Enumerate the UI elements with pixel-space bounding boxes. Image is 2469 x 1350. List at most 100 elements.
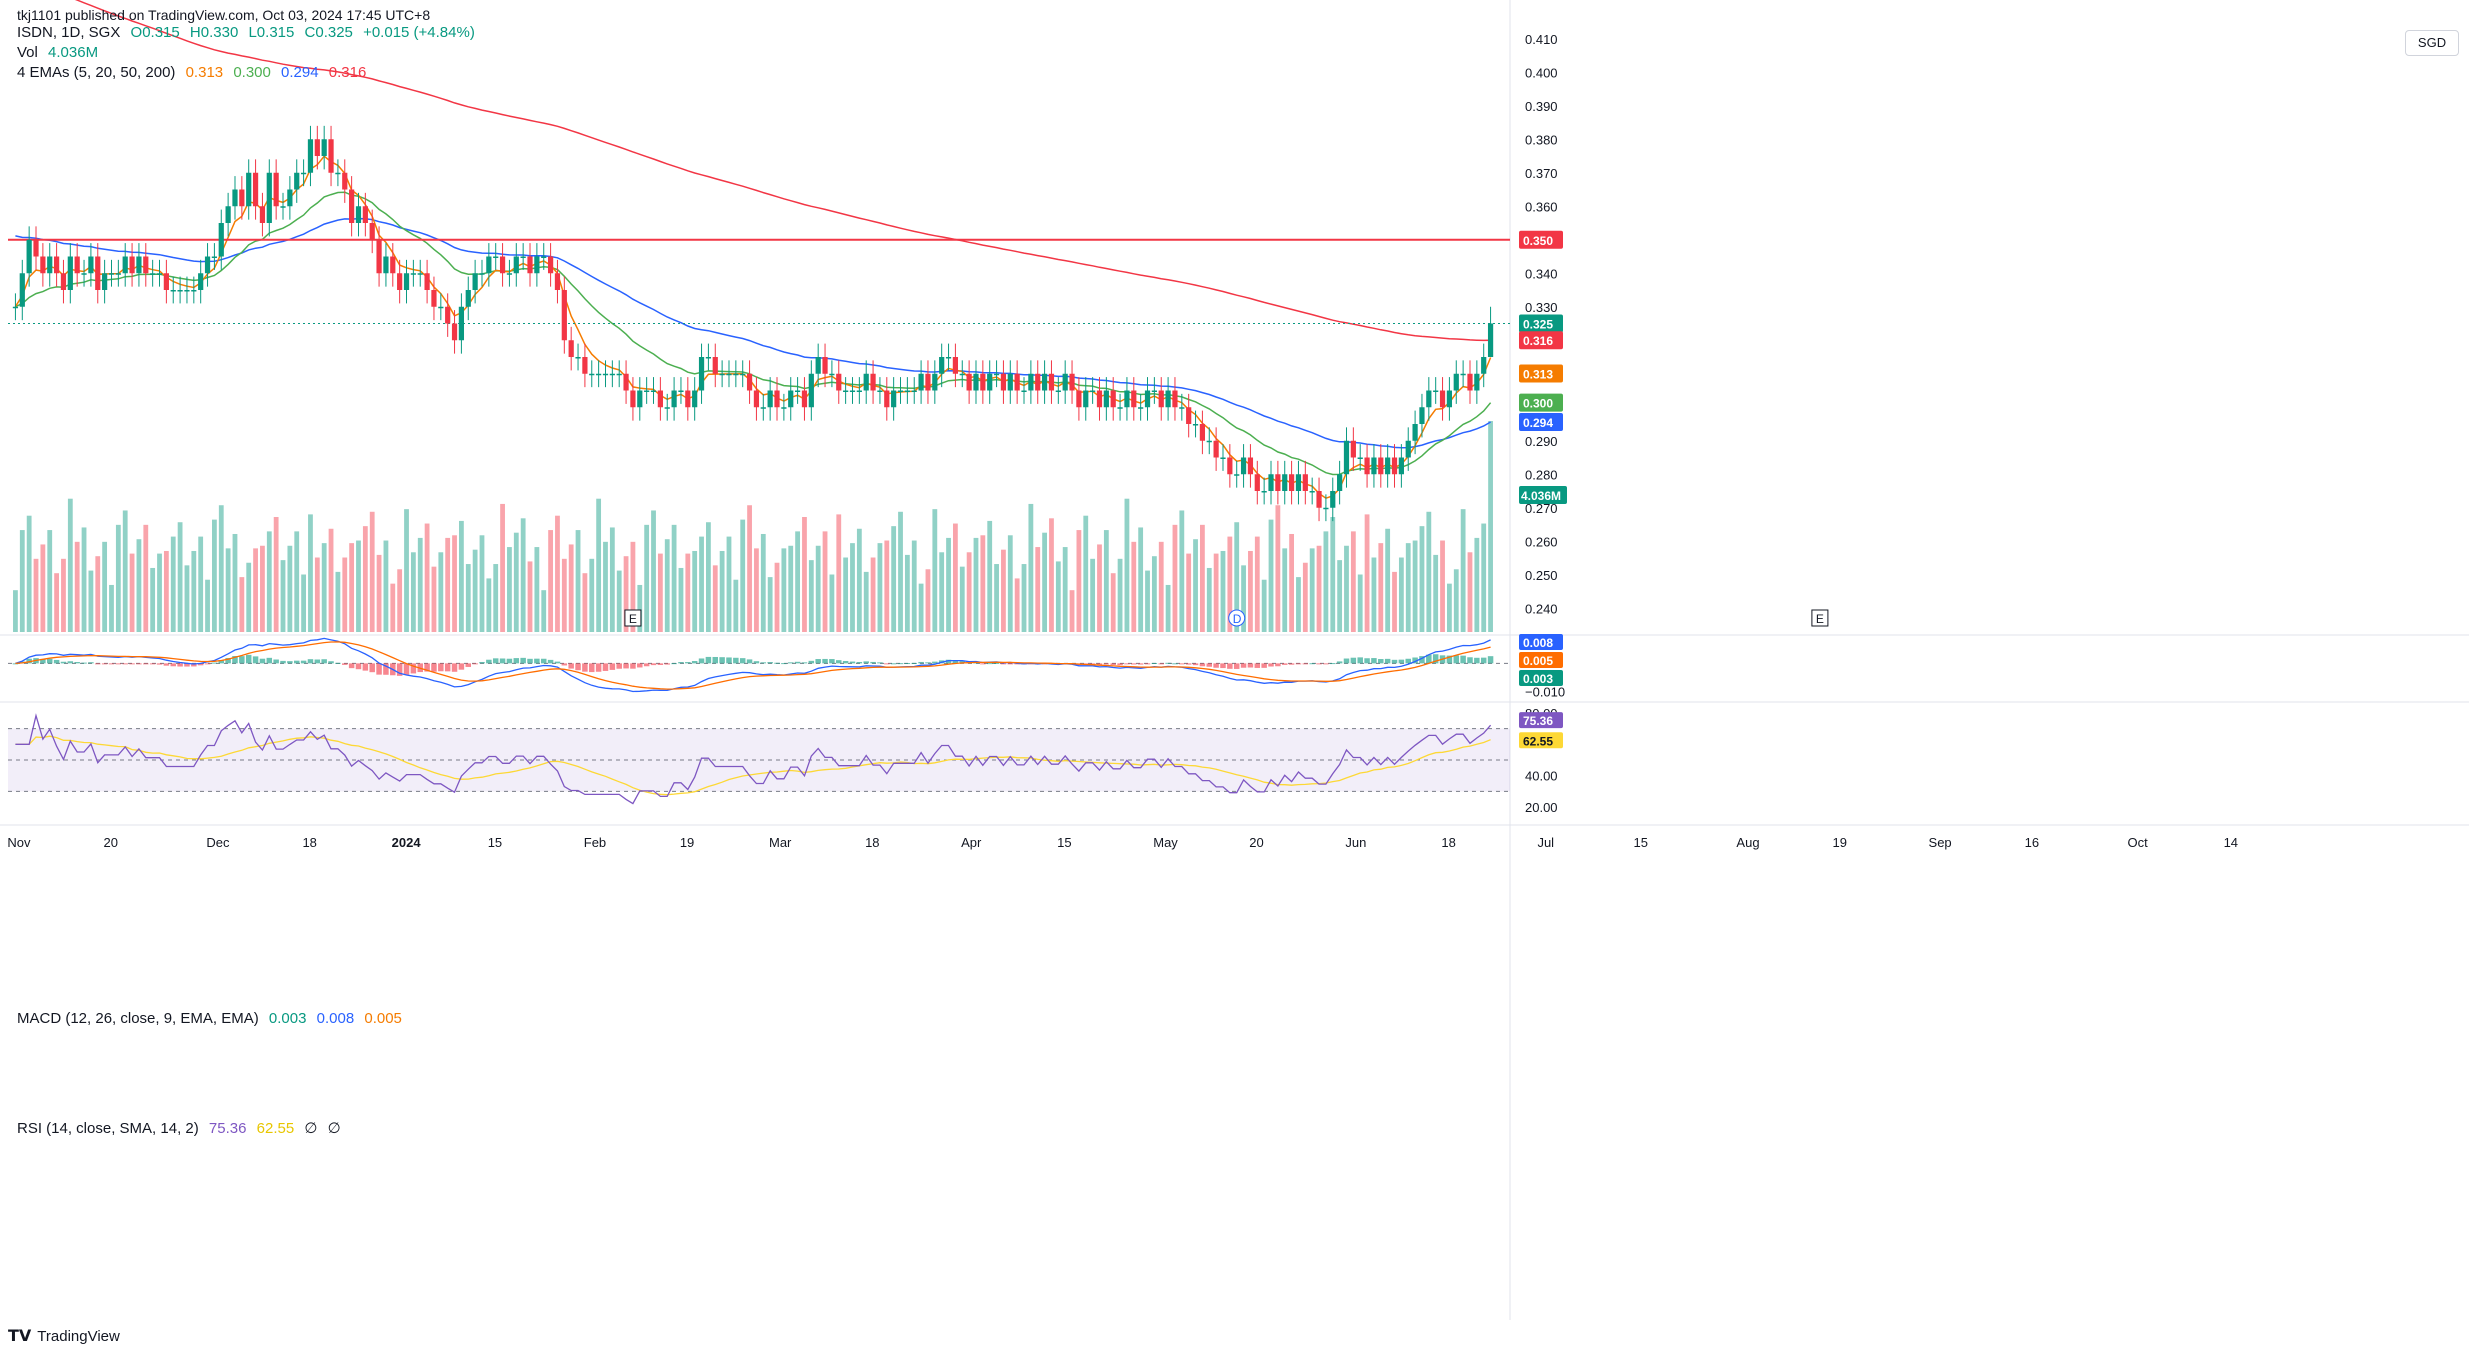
volume-bar	[61, 558, 66, 632]
candle-body	[1165, 390, 1171, 408]
macd-hist-bar	[204, 663, 211, 665]
volume-bar	[1028, 503, 1034, 632]
macd-hist-bar	[239, 656, 245, 664]
volume-bar	[1103, 530, 1109, 632]
candle-body	[939, 357, 945, 374]
candle-body	[1220, 457, 1226, 459]
price-tick-label: 0.360	[1525, 199, 1558, 214]
macd-hist-bar	[1233, 663, 1240, 669]
candle-body	[53, 256, 60, 274]
macd-hist-bar	[53, 659, 60, 664]
candle-body	[1227, 457, 1233, 475]
volume-bar	[266, 531, 272, 632]
candle-body	[486, 256, 492, 274]
candle-body	[506, 273, 513, 275]
volume-bar	[493, 564, 499, 632]
price-tick-label: 0.370	[1525, 166, 1558, 181]
macd-hist-bar	[1371, 658, 1377, 664]
price-tick-label: 0.390	[1525, 99, 1558, 114]
ohlc-close: C0.325	[304, 24, 353, 41]
candle-body	[1186, 407, 1192, 424]
volume-bar	[1151, 556, 1157, 632]
candle-body	[335, 172, 341, 175]
volume-bar	[1083, 515, 1089, 632]
candle-body	[1433, 390, 1439, 392]
macd-hist-bar	[1275, 663, 1281, 667]
volume-bar	[980, 535, 986, 632]
candle-body	[465, 290, 471, 307]
volume-bar	[1433, 554, 1439, 632]
candle-body	[520, 256, 526, 258]
volume-bar	[1145, 570, 1150, 632]
volume-bar	[1398, 557, 1404, 632]
volume-bar	[54, 573, 59, 632]
macd-hist-bar	[794, 661, 801, 664]
candle-body	[698, 357, 705, 391]
volume-bar	[321, 543, 327, 632]
ema-label[interactable]: 4 EMAs (5, 20, 50, 200)	[17, 64, 176, 81]
macd-hist-bar	[60, 661, 67, 664]
currency-selector[interactable]: SGD	[2405, 30, 2459, 56]
macd-hist-bar	[623, 663, 629, 669]
volume-bar	[19, 530, 25, 632]
candle-body	[740, 373, 746, 376]
time-tick-label: 18	[865, 835, 879, 850]
candle-body	[1419, 407, 1425, 424]
volume-bar	[527, 561, 533, 632]
volume-bar	[918, 583, 924, 632]
candle-body	[596, 373, 602, 376]
volume-bar	[568, 544, 574, 632]
candle-body	[1343, 440, 1350, 475]
macd-label[interactable]: MACD (12, 26, close, 9, EMA, EMA)	[17, 1010, 259, 1027]
macd-hist-bar	[801, 662, 808, 664]
price-tick-label: 0.410	[1525, 32, 1558, 47]
candle-body	[788, 390, 794, 408]
volume-bar	[404, 509, 409, 632]
volume-label[interactable]: Vol	[17, 44, 38, 61]
volume-label-bg	[1519, 486, 1567, 504]
macd-hist-bar	[637, 663, 643, 668]
macd-hist-bar	[266, 657, 273, 664]
volume-bar	[822, 531, 828, 632]
candle-body	[911, 390, 917, 392]
candle-body	[280, 206, 286, 208]
candle-body	[829, 373, 835, 376]
macd-hist-bar	[705, 656, 712, 664]
candle-body	[239, 189, 245, 207]
rsi-label[interactable]: RSI (14, close, SMA, 14, 2)	[17, 1120, 199, 1137]
macd-label-bg	[1519, 652, 1563, 668]
candle-body	[589, 373, 595, 376]
candle-body	[1330, 491, 1336, 508]
macd-hist-bar	[1240, 663, 1247, 668]
candle-body	[705, 357, 712, 359]
candle-body	[445, 306, 451, 324]
volume-bar	[1364, 514, 1370, 632]
candle-body	[1295, 474, 1302, 491]
candle-body	[1426, 390, 1432, 408]
candle-body	[760, 407, 766, 409]
candle-body	[685, 390, 691, 408]
macd-hist-bar	[945, 659, 952, 664]
macd-hist-bar	[1480, 657, 1487, 664]
volume-bar	[280, 560, 286, 632]
candle-body	[1439, 390, 1446, 408]
macd-hist-bar	[1295, 663, 1302, 665]
ohlc-open: O0.315	[130, 24, 180, 41]
macd-label-bg	[1519, 670, 1563, 686]
macd-hist-bar	[746, 659, 753, 664]
macd-hist-bar	[540, 658, 547, 664]
candle-body	[904, 390, 910, 392]
volume-bar	[459, 520, 464, 632]
macd-hist-bar	[472, 663, 478, 665]
candle-body	[417, 273, 423, 275]
macd-hist-bar	[698, 658, 705, 664]
symbol-text[interactable]: ISDN, 1D, SGX	[17, 24, 121, 41]
volume-bar	[1323, 531, 1329, 632]
macd-hist-bar	[1343, 658, 1350, 664]
volume-bar	[40, 544, 46, 632]
candle-body	[1096, 390, 1103, 408]
volume-bar	[692, 550, 698, 632]
price-tick-label: 0.330	[1525, 300, 1558, 315]
